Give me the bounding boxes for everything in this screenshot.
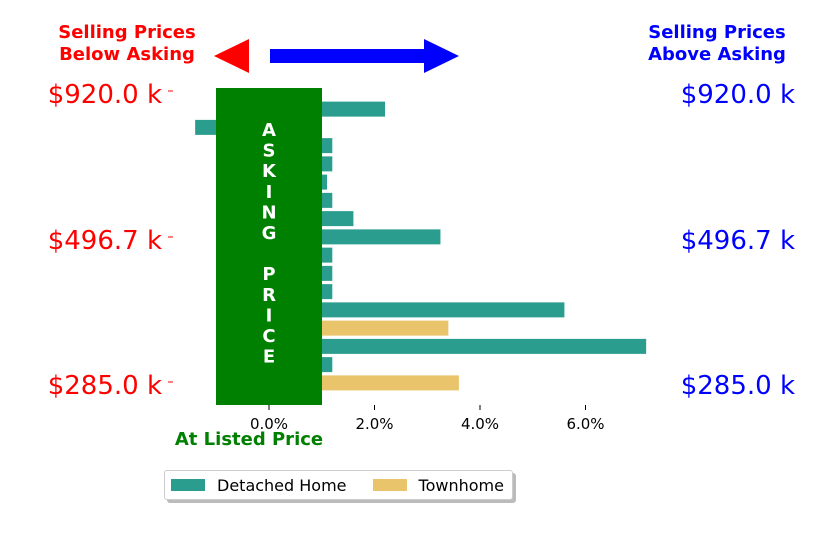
right-arrow-icon [270, 39, 459, 73]
band-letter: R [262, 285, 276, 306]
bar-detached-home [269, 338, 647, 354]
legend-label-detached: Detached Home [217, 475, 347, 495]
band-letter: E [263, 347, 275, 368]
x-tick-label: 2.0% [355, 415, 393, 433]
left-arrow-icon [214, 39, 249, 73]
band-letter: K [262, 161, 277, 182]
band-letter: N [261, 202, 276, 223]
right-y-tick-label: $285.0 k [681, 371, 795, 401]
band-letter: A [262, 120, 276, 141]
right-y-tick-label: $920.0 k [681, 80, 795, 110]
band-letter: P [262, 264, 275, 285]
right-y-tick-label: $496.7 k [681, 226, 795, 256]
asking-price-band [216, 88, 322, 405]
legend-swatch-townhome [372, 479, 407, 491]
x-axis-label: At Listed Price [175, 429, 323, 450]
header-right-line-2: Above Asking [648, 44, 786, 65]
left-y-tick-label: $920.0 k [48, 80, 162, 110]
header-left-line-2: Below Asking [59, 44, 195, 65]
band-letter: G [262, 223, 277, 244]
legend-swatch-detached [171, 479, 205, 491]
band-letter: I [266, 305, 273, 326]
legend-label-townhome: Townhome [418, 475, 504, 495]
header-left-line-1: Selling Prices [58, 22, 195, 43]
left-y-tick-label: $285.0 k [48, 371, 162, 401]
bar-detached-home [269, 302, 565, 318]
x-tick-label: 4.0% [461, 415, 499, 433]
x-tick-label: 0.0% [250, 415, 288, 433]
left-y-tick-label: $496.7 k [48, 226, 162, 256]
x-tick-label: 6.0% [566, 415, 604, 433]
legend-item-townhome: Townhome [372, 475, 504, 495]
header-right-line-1: Selling Prices [648, 22, 785, 43]
legend: Detached Home Townhome [164, 470, 513, 500]
band-letter: S [263, 141, 276, 162]
band-letter: I [266, 182, 273, 203]
band-letter: C [262, 326, 275, 347]
x-axis: 0.0% 2.0% 4.0% 6.0% [250, 405, 605, 433]
legend-item-detached: Detached Home [171, 476, 347, 495]
